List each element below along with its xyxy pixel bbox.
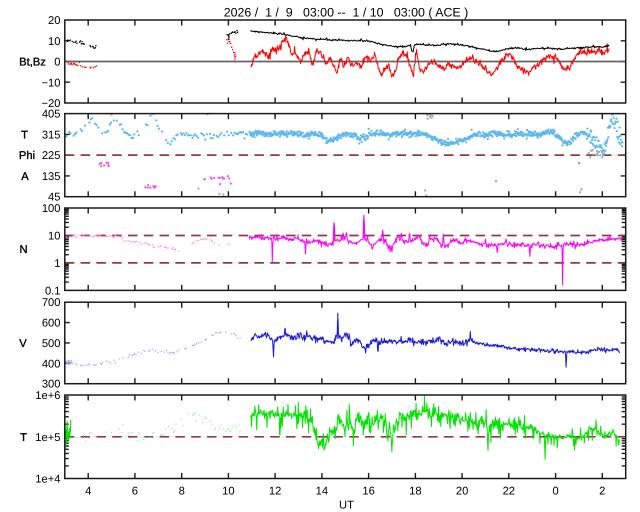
svg-text:405: 405 bbox=[42, 109, 61, 121]
svg-text:135: 135 bbox=[42, 171, 61, 183]
svg-text:10: 10 bbox=[48, 36, 60, 48]
svg-text:45: 45 bbox=[48, 192, 60, 204]
svg-text:UT: UT bbox=[339, 500, 354, 512]
svg-text:10: 10 bbox=[222, 486, 234, 498]
svg-text:400: 400 bbox=[42, 358, 61, 370]
svg-text:20: 20 bbox=[48, 15, 60, 27]
svg-text:225: 225 bbox=[42, 150, 61, 162]
svg-text:500: 500 bbox=[42, 338, 61, 350]
svg-text:16: 16 bbox=[362, 486, 374, 498]
svg-text:0: 0 bbox=[54, 57, 60, 69]
svg-text:−20: −20 bbox=[42, 98, 61, 110]
svg-text:T: T bbox=[20, 432, 27, 444]
svg-text:4: 4 bbox=[85, 486, 91, 498]
svg-text:A: A bbox=[21, 171, 29, 183]
svg-text:−10: −10 bbox=[42, 77, 61, 89]
svg-text:N: N bbox=[19, 244, 27, 256]
svg-text:T: T bbox=[21, 129, 28, 141]
svg-text:18: 18 bbox=[409, 486, 421, 498]
svg-text:20: 20 bbox=[456, 486, 468, 498]
svg-text:315: 315 bbox=[42, 129, 61, 141]
svg-text:2026 / 1 / 9 03:00 -- 1 /: 2026 / 1 / 9 03:00 -- 1 / 10 03:00 ( ACE… bbox=[224, 5, 469, 19]
svg-text:600: 600 bbox=[42, 318, 61, 330]
svg-text:1e+6: 1e+6 bbox=[35, 390, 60, 402]
svg-text:700: 700 bbox=[42, 297, 61, 309]
svg-text:0.1: 0.1 bbox=[45, 285, 61, 297]
svg-text:Phi: Phi bbox=[19, 150, 35, 162]
svg-text:0: 0 bbox=[552, 486, 558, 498]
svg-text:6: 6 bbox=[132, 486, 138, 498]
svg-text:Bt,Bz: Bt,Bz bbox=[19, 57, 46, 69]
svg-text:1: 1 bbox=[54, 258, 60, 270]
svg-text:V: V bbox=[19, 338, 27, 350]
svg-text:300: 300 bbox=[42, 379, 61, 391]
svg-text:10: 10 bbox=[48, 230, 60, 242]
svg-text:2: 2 bbox=[599, 486, 605, 498]
svg-text:100: 100 bbox=[42, 203, 61, 215]
svg-text:1e+5: 1e+5 bbox=[35, 432, 60, 444]
svg-text:22: 22 bbox=[503, 486, 515, 498]
svg-text:14: 14 bbox=[316, 486, 328, 498]
svg-text:8: 8 bbox=[179, 486, 185, 498]
svg-text:1e+4: 1e+4 bbox=[35, 474, 60, 486]
svg-text:12: 12 bbox=[269, 486, 281, 498]
